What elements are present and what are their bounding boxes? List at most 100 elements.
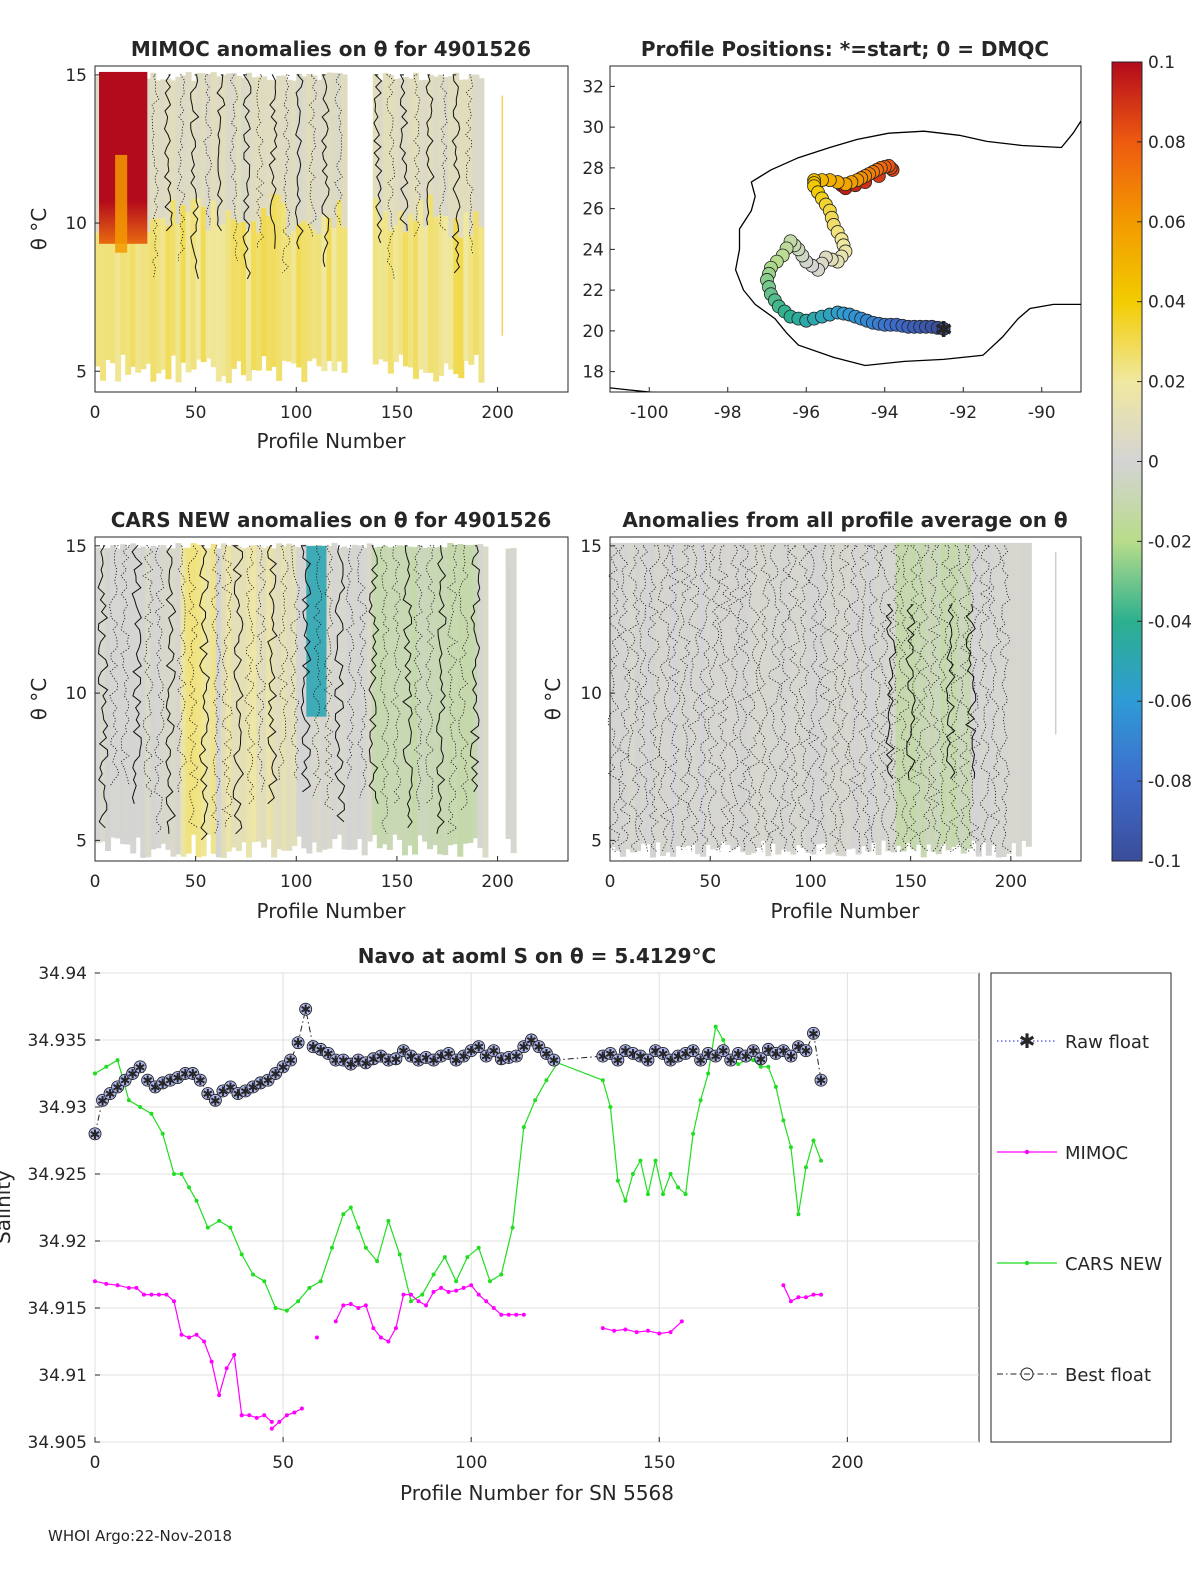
mimoc-contour [399, 74, 409, 231]
avg-cell [760, 542, 767, 841]
mimoc-point [269, 1426, 274, 1431]
cars-new-point [329, 1245, 334, 1250]
pacific-coastline [610, 387, 656, 392]
cars-new-point [803, 1165, 808, 1170]
mimoc-cell [120, 229, 127, 355]
mimoc-point [115, 1283, 120, 1288]
avg-contour [948, 545, 962, 853]
avg-cell [865, 542, 872, 852]
positions-ytick-label: 20 [582, 322, 604, 342]
raw-float-point: ✱ [436, 1050, 447, 1065]
avg-xtick-label: 100 [794, 872, 826, 892]
raw-float-point: ✱ [406, 1050, 417, 1065]
mimoc-cell [95, 232, 101, 367]
colorbar-tick-label: -0.1 [1148, 852, 1181, 872]
mimoc-cell [478, 78, 485, 227]
cars-cell [175, 543, 182, 855]
mimoc-point [126, 1285, 131, 1290]
avg-contour [717, 545, 731, 852]
mimoc-cell [453, 72, 460, 219]
mimoc-point [247, 1413, 252, 1418]
cars-cell [205, 548, 212, 836]
avg-cell [670, 542, 677, 857]
cars-cell [240, 548, 247, 843]
avg-contour [787, 545, 801, 853]
cars-cell [245, 547, 252, 858]
best-float-point [641, 1053, 655, 1067]
mimoc-cell [281, 203, 288, 361]
cars-contour [289, 545, 300, 781]
mimoc-cell [443, 77, 450, 217]
cars-new-point [397, 1252, 402, 1257]
colorbar-tick-label: -0.02 [1148, 532, 1192, 552]
mimoc-cell [336, 200, 343, 362]
mimoc-cell [160, 79, 167, 219]
cars-cell [266, 546, 273, 840]
cars-new-point [751, 1058, 756, 1063]
cars-cell [130, 543, 137, 854]
avg-cell [645, 542, 652, 845]
avg-contour [918, 545, 932, 853]
coastline [610, 120, 1081, 392]
mimoc-cell [250, 221, 257, 371]
positions-ytick-label: 24 [582, 240, 604, 260]
cars-contour [176, 545, 187, 792]
cars-cell [286, 543, 293, 851]
mimoc-cell [428, 194, 435, 373]
raw-float-point: ✱ [488, 1045, 499, 1060]
cars-cell [331, 542, 338, 840]
salinity-title: Navo at aoml S on θ = 5.4129°C [358, 944, 716, 968]
cars-new-point [160, 1131, 165, 1136]
mimoc-point [454, 1288, 459, 1293]
avg-contour [998, 545, 1012, 853]
cars-new-point [217, 1218, 222, 1223]
cars-xtick-label: 50 [185, 872, 207, 892]
avg-ylabel: θ °C [541, 678, 565, 721]
positions-xtick-label: -96 [792, 403, 820, 423]
cars-new-point [296, 1299, 301, 1304]
avg-cell [790, 542, 797, 855]
best-float-point [509, 1049, 523, 1063]
avg-cell [1015, 542, 1022, 857]
mimoc-cell [341, 227, 348, 373]
raw-float-point: ✱ [150, 1081, 161, 1096]
avg-cell [700, 542, 707, 857]
cars-cell [386, 547, 393, 850]
cars-new-point [465, 1255, 470, 1260]
avg-contour [697, 545, 711, 852]
cars-cell [150, 545, 157, 850]
raw-float-point: ✱ [353, 1054, 364, 1069]
cars-contour [210, 545, 222, 834]
raw-float-point: ✱ [413, 1054, 424, 1069]
mimoc-xtick-label: 150 [381, 403, 413, 423]
raw-float-point: ✱ [755, 1053, 766, 1068]
mimoc-contour [439, 74, 448, 232]
mimoc-cell [105, 208, 112, 360]
cars-contour [221, 545, 233, 828]
legend-label-mimoc: MIMOC [1065, 1143, 1128, 1164]
avg-cell [825, 542, 832, 855]
avg-contour [647, 545, 661, 853]
avg-xtick-label: 150 [894, 872, 926, 892]
salinity-series: ✱✱✱✱✱✱✱✱✱✱✱✱✱✱✱✱✱✱✱✱✱✱✱✱✱✱✱✱✱✱✱✱✱✱✱✱✱✱✱✱… [88, 1002, 828, 1431]
raw-float-point: ✱ [225, 1081, 236, 1096]
raw-float-point: ✱ [473, 1041, 484, 1056]
cars-new-point [630, 1172, 635, 1176]
salinity-xtick-label: 200 [831, 1453, 863, 1473]
avg-axes-box [609, 536, 1082, 862]
avg-contour [905, 604, 916, 779]
cars-new-point [721, 1038, 726, 1042]
salinity-ytick-label: 34.93 [38, 1098, 87, 1118]
positions-xtick-label: -100 [630, 403, 669, 423]
mimoc-cell [261, 207, 268, 357]
salinity-ytick-label: 34.91 [38, 1366, 87, 1386]
mimoc-point [401, 1292, 406, 1297]
raw-float-point: ✱ [202, 1088, 213, 1103]
cars-cell [135, 547, 142, 838]
cars-cell [210, 543, 217, 854]
mimoc-point [484, 1299, 489, 1304]
cars-cell [105, 548, 112, 851]
salinity-ytick-label: 34.935 [28, 1031, 87, 1051]
mimoc-cell [235, 75, 242, 223]
mimoc-point [657, 1331, 662, 1336]
